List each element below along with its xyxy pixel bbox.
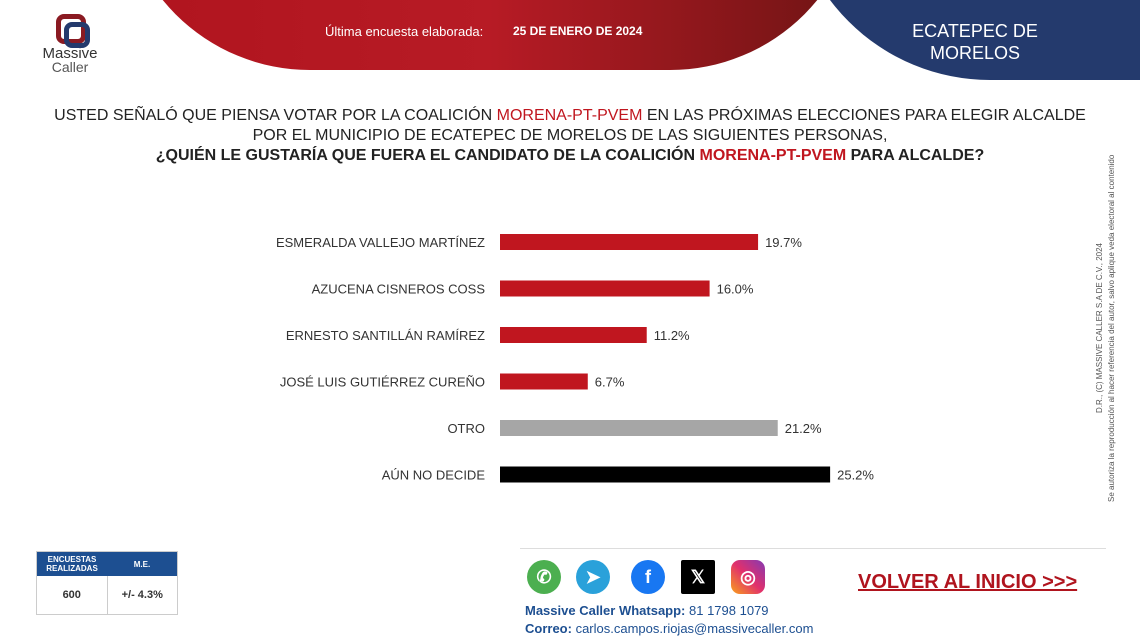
back-to-start-link[interactable]: VOLVER AL INICIO >>> — [858, 571, 1078, 593]
category-label: ERNESTO SANTILLÁN RAMÍREZ — [286, 328, 485, 343]
survey-date: 25 DE ENERO DE 2024 — [513, 24, 643, 38]
value-label: 25.2% — [837, 468, 874, 483]
bar — [500, 327, 647, 343]
bar — [500, 420, 778, 436]
bar — [500, 280, 710, 297]
email-contact[interactable]: Correo: carlos.campos.riojas@massivecall… — [525, 621, 814, 636]
category-label: OTRO — [447, 421, 485, 436]
value-label: 19.7% — [765, 235, 802, 250]
category-label: AÚN NO DECIDE — [382, 468, 486, 483]
stats-surveys-value: 600 — [62, 589, 81, 601]
category-label: AZUCENA CISNEROS COSS — [312, 282, 486, 297]
telegram-icon[interactable]: ➤ — [576, 560, 610, 594]
value-label: 6.7% — [595, 375, 625, 390]
value-label: 16.0% — [717, 282, 754, 297]
bar — [500, 466, 831, 483]
logo-mark-icon — [52, 12, 90, 48]
bar — [500, 373, 588, 390]
question-line-2: POR EL MUNICIPIO DE ECATEPEC DE MORELOS … — [252, 127, 888, 144]
value-label: 21.2% — [785, 421, 822, 436]
copyright-note: D.R., (C) MASSIVE CALLER S.A DE C.V., 20… — [1095, 154, 1116, 502]
logo: Massive Caller — [30, 12, 110, 74]
stats-me-value: +/- 4.3% — [106, 576, 178, 614]
x-icon[interactable]: 𝕏 — [681, 560, 715, 594]
survey-stats-table: ENCUESTAS REALIZADAS M.E. 600 +/- 4.3% — [36, 551, 178, 615]
footer-divider — [520, 548, 1106, 549]
stats-header-surveys: ENCUESTAS REALIZADAS — [46, 555, 98, 573]
instagram-icon[interactable]: ◎ — [731, 560, 765, 594]
question-line-3: ¿QUIÉN LE GUSTARÍA QUE FUERA EL CANDIDAT… — [155, 147, 985, 164]
region-title: ECATEPEC DE MORELOS — [912, 21, 1038, 63]
facebook-icon[interactable]: f — [631, 560, 665, 594]
stats-header-me: M.E. — [133, 559, 151, 569]
whatsapp-contact: Massive Caller Whatsapp: 81 1798 1079 — [525, 603, 769, 618]
category-label: ESMERALDA VALLEJO MARTÍNEZ — [276, 235, 485, 250]
whatsapp-icon[interactable]: ✆ — [527, 560, 561, 594]
question-line-1: USTED SEÑALÓ QUE PIENSA VOTAR POR LA COA… — [54, 107, 1086, 124]
bar — [500, 234, 759, 250]
category-label: JOSÉ LUIS GUTIÉRREZ CUREÑO — [280, 375, 485, 390]
value-label: 11.2% — [654, 328, 690, 343]
survey-label: Última encuesta elaborada: — [325, 24, 484, 39]
